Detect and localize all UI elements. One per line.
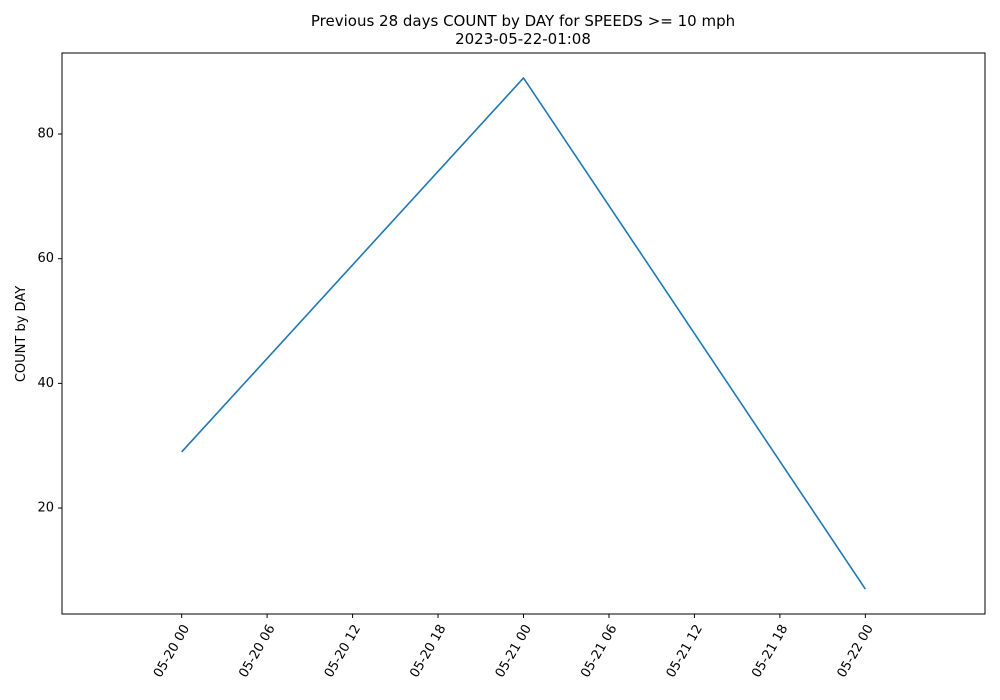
chart-subtitle: 2023-05-22-01:08 bbox=[455, 30, 591, 48]
x-tick-label: 05-22 00 bbox=[835, 622, 877, 680]
y-tick-label: 80 bbox=[37, 127, 54, 142]
x-tick-label: 05-21 18 bbox=[749, 622, 791, 680]
y-tick-label: 60 bbox=[37, 251, 54, 266]
y-axis: 20 40 60 80 bbox=[37, 127, 62, 516]
y-tick-label: 40 bbox=[37, 376, 54, 391]
x-tick-label: 05-20 18 bbox=[407, 622, 449, 680]
series-line bbox=[181, 77, 867, 590]
y-axis-label: COUNT by DAY bbox=[14, 286, 29, 382]
chart-title: Previous 28 days COUNT by DAY for SPEEDS… bbox=[310, 12, 736, 30]
plot-area-frame bbox=[61, 52, 986, 615]
x-tick-label: 05-20 06 bbox=[236, 622, 278, 680]
x-axis: 05-20 00 05-20 06 05-20 12 05-20 18 05-21 00… bbox=[151, 614, 877, 680]
x-tick-label: 05-21 12 bbox=[664, 622, 706, 680]
x-tick-label: 05-21 06 bbox=[578, 622, 620, 680]
series-layer bbox=[181, 77, 867, 590]
x-tick-label: 05-20 12 bbox=[322, 622, 364, 680]
x-tick-label: 05-21 00 bbox=[493, 622, 535, 680]
x-tick-label: 05-20 00 bbox=[151, 622, 193, 680]
y-tick-label: 20 bbox=[37, 501, 54, 516]
